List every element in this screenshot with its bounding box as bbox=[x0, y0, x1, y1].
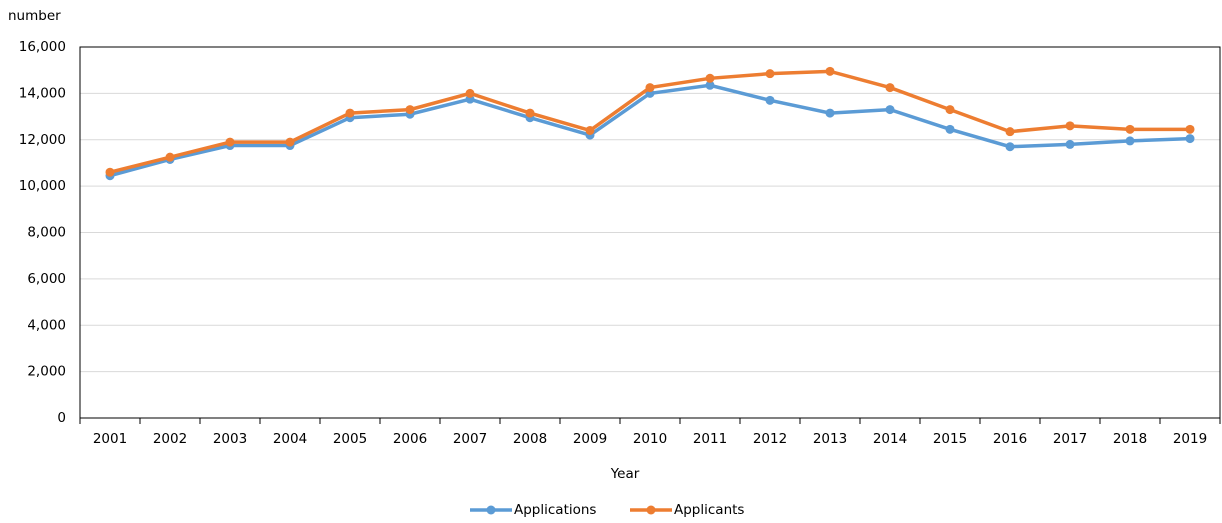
point bbox=[885, 105, 895, 115]
y-tick-label: 16,000 bbox=[19, 39, 66, 55]
x-tick-label: 2009 bbox=[573, 431, 607, 447]
x-tick-label: 2018 bbox=[1113, 431, 1147, 447]
point bbox=[1125, 136, 1135, 146]
plot-frame bbox=[79, 46, 1221, 419]
point bbox=[1065, 139, 1075, 149]
legend-label: Applicants bbox=[674, 502, 744, 518]
y-tick-label: 10,000 bbox=[19, 178, 66, 194]
legend-marker bbox=[486, 505, 496, 515]
point bbox=[1185, 124, 1195, 134]
legend-label: Applications bbox=[514, 502, 596, 518]
y-tick-label: 12,000 bbox=[19, 132, 66, 148]
x-tick-label: 2006 bbox=[393, 431, 427, 447]
point bbox=[885, 83, 895, 93]
point bbox=[345, 108, 355, 118]
point bbox=[825, 66, 835, 76]
x-tick-label: 2001 bbox=[93, 431, 127, 447]
x-tick-label: 2007 bbox=[453, 431, 487, 447]
point bbox=[525, 108, 535, 118]
point bbox=[1185, 134, 1195, 144]
x-tick-label: 2011 bbox=[693, 431, 727, 447]
point bbox=[825, 108, 835, 118]
x-tick-label: 2017 bbox=[1053, 431, 1087, 447]
x-tick-label: 2013 bbox=[813, 431, 847, 447]
point bbox=[285, 137, 295, 147]
x-tick-label: 2015 bbox=[933, 431, 967, 447]
point bbox=[945, 105, 955, 115]
x-tick-label: 2005 bbox=[333, 431, 367, 447]
point bbox=[1005, 127, 1015, 137]
point bbox=[405, 105, 415, 115]
x-tick-label: 2008 bbox=[513, 431, 547, 447]
point bbox=[765, 95, 775, 105]
x-tick-label: 2002 bbox=[153, 431, 187, 447]
point bbox=[645, 83, 655, 93]
x-tick-label: 2016 bbox=[993, 431, 1027, 447]
legend-marker bbox=[646, 505, 656, 515]
y-tick-label: 2,000 bbox=[27, 364, 66, 380]
y-tick-label: 6,000 bbox=[27, 271, 66, 287]
point bbox=[1005, 142, 1015, 152]
point bbox=[765, 69, 775, 79]
x-tick-label: 2004 bbox=[273, 431, 307, 447]
y-tick-label: 8,000 bbox=[27, 225, 66, 241]
x-tick-label: 2010 bbox=[633, 431, 667, 447]
y-tick-label: 14,000 bbox=[19, 85, 66, 101]
point bbox=[1065, 121, 1075, 131]
point bbox=[465, 88, 475, 98]
x-tick-label: 2003 bbox=[213, 431, 247, 447]
point bbox=[225, 137, 235, 147]
point bbox=[105, 167, 115, 177]
point bbox=[585, 125, 595, 135]
y-axis-label: number bbox=[8, 8, 61, 24]
x-tick-label: 2012 bbox=[753, 431, 787, 447]
y-tick-label: 4,000 bbox=[27, 317, 66, 333]
y-tick-label: 0 bbox=[57, 410, 66, 426]
point bbox=[165, 152, 175, 162]
point bbox=[705, 73, 715, 83]
point bbox=[1125, 124, 1135, 134]
x-axis-label: Year bbox=[610, 466, 640, 482]
x-tick-label: 2014 bbox=[873, 431, 907, 447]
point bbox=[945, 124, 955, 134]
x-tick-label: 2019 bbox=[1173, 431, 1207, 447]
point bbox=[705, 80, 715, 90]
